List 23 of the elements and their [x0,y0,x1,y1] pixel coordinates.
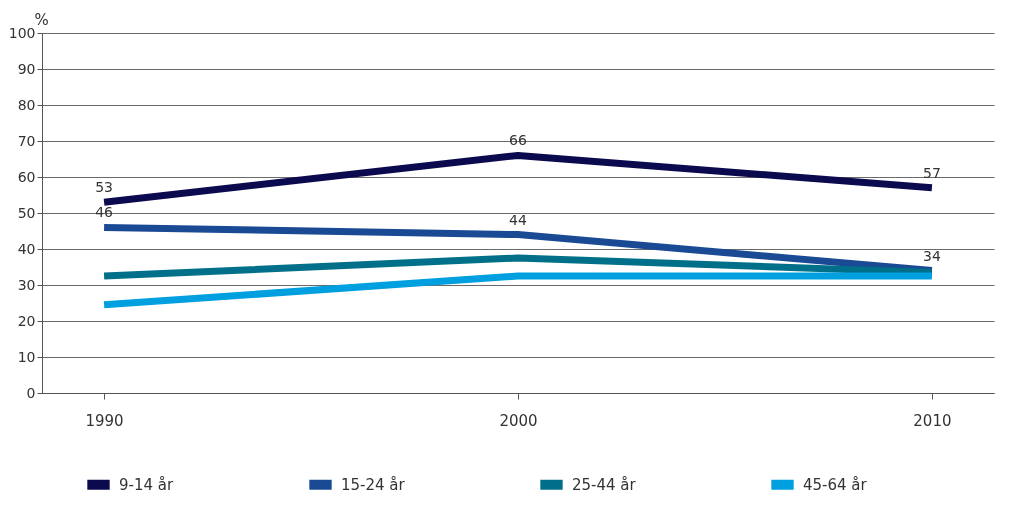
legend-label: 45-64 år [803,475,868,494]
y-tick-label: 90 [17,60,36,77]
legend-label: 9-14 år [119,475,174,494]
data-label: 44 [509,211,527,228]
legend-label: 15-24 år [341,475,406,494]
y-tick-label: 60 [17,168,36,185]
data-label: 34 [923,247,941,264]
y-tick-label: 0 [26,384,36,401]
y-axis-title: % [34,10,49,29]
y-tick-label: 70 [17,132,36,149]
y-tick-label: 80 [17,96,36,113]
x-tick-label: 1990 [85,411,124,430]
y-tick-label: 40 [17,240,36,257]
x-tick-label: 2000 [499,411,538,430]
legend-label: 25-44 år [572,475,637,494]
y-tick-label: 100 [8,24,36,41]
x-tick-label: 2010 [913,411,952,430]
y-tick-label: 20 [17,312,36,329]
y-tick-label: 50 [17,204,36,221]
data-label: 57 [923,164,941,181]
y-tick-label: 10 [17,348,36,365]
y-tick-label: 30 [17,276,36,293]
data-label: 53 [95,179,113,196]
